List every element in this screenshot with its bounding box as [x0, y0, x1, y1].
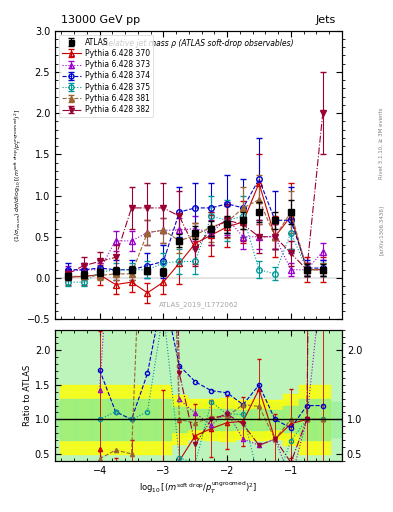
Y-axis label: $(1/\sigma_{resum})$ $d\sigma/d\log_{10}[(m^{\mathrm{soft\ drop}}/p_T^{\mathrm{u: $(1/\sigma_{resum})$ $d\sigma/d\log_{10}…	[13, 109, 24, 242]
Y-axis label: Ratio to ATLAS: Ratio to ATLAS	[23, 365, 32, 426]
Text: ATLAS_2019_I1772062: ATLAS_2019_I1772062	[159, 301, 238, 308]
Text: Relative jet mass ρ (ATLAS soft-drop observables): Relative jet mass ρ (ATLAS soft-drop obs…	[103, 39, 294, 48]
Text: 13000 GeV pp: 13000 GeV pp	[61, 15, 140, 25]
Text: Rivet 3.1.10, ≥ 3M events: Rivet 3.1.10, ≥ 3M events	[379, 108, 384, 179]
X-axis label: $\log_{10}[(m^{\mathrm{soft\ drop}}/p_T^{\mathrm{ungroomed}})^2]$: $\log_{10}[(m^{\mathrm{soft\ drop}}/p_T^…	[140, 480, 257, 496]
Bar	[55, 402, 342, 437]
Text: Jets: Jets	[316, 15, 336, 25]
Text: [arXiv:1306.3436]: [arXiv:1306.3436]	[379, 205, 384, 255]
Bar	[55, 330, 342, 461]
Legend: ATLAS, Pythia 6.428 370, Pythia 6.428 373, Pythia 6.428 374, Pythia 6.428 375, P: ATLAS, Pythia 6.428 370, Pythia 6.428 37…	[59, 34, 153, 117]
